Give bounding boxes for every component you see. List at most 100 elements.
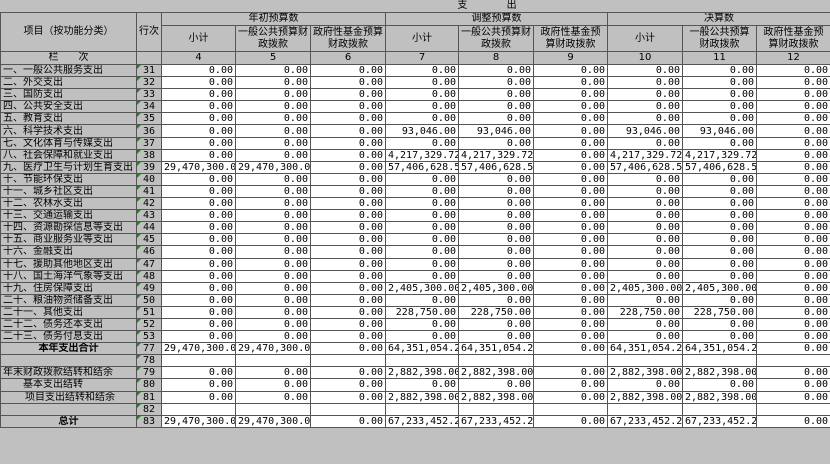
value-cell[interactable]: 0.00 <box>310 317 386 332</box>
value-cell[interactable]: 0.00 <box>533 197 608 211</box>
value-cell[interactable]: 0.00 <box>755 390 830 404</box>
value-cell[interactable]: 0.00 <box>235 172 311 186</box>
value-cell[interactable] <box>682 354 757 368</box>
value-cell[interactable] <box>458 354 534 368</box>
value-cell[interactable]: 0.00 <box>458 233 534 247</box>
value-cell[interactable]: 0.00 <box>682 63 757 78</box>
value-cell[interactable]: 0.00 <box>458 378 534 392</box>
value-cell[interactable]: 0.00 <box>682 184 757 199</box>
value-cell[interactable]: 0.00 <box>533 281 608 295</box>
value-cell[interactable]: 0.00 <box>235 112 311 126</box>
value-cell[interactable]: 0.00 <box>533 148 608 162</box>
value-cell[interactable]: 0.00 <box>607 172 683 186</box>
value-cell[interactable]: 0.00 <box>458 330 534 344</box>
value-cell[interactable]: 0.00 <box>682 269 757 283</box>
value-cell[interactable]: 4,217,329.72 <box>385 148 459 162</box>
value-cell[interactable]: 0.00 <box>533 136 608 150</box>
value-cell[interactable]: 2,882,398.00 <box>682 366 757 380</box>
value-cell[interactable]: 0.00 <box>310 305 386 319</box>
value-cell[interactable]: 93,046.00 <box>385 124 459 138</box>
value-cell[interactable] <box>235 354 311 368</box>
value-cell[interactable]: 0.00 <box>682 317 757 332</box>
value-cell[interactable]: 0.00 <box>682 209 757 223</box>
value-cell[interactable]: 29,470,300.00 <box>161 160 236 174</box>
value-cell[interactable]: 2,882,398.00 <box>385 366 459 380</box>
value-cell[interactable]: 0.00 <box>607 184 683 199</box>
value-cell[interactable]: 0.00 <box>533 257 608 271</box>
value-cell[interactable]: 0.00 <box>310 160 386 174</box>
value-cell[interactable]: 0.00 <box>755 221 830 235</box>
value-cell[interactable]: 0.00 <box>682 172 757 186</box>
value-cell[interactable]: 0.00 <box>458 172 534 186</box>
value-cell[interactable]: 4,217,329.72 <box>458 148 534 162</box>
value-cell[interactable]: 0.00 <box>682 293 757 307</box>
value-cell[interactable]: 0.00 <box>533 221 608 235</box>
value-cell[interactable]: 0.00 <box>310 112 386 126</box>
value-cell[interactable]: 0.00 <box>533 330 608 344</box>
value-cell[interactable]: 0.00 <box>310 172 386 186</box>
value-cell[interactable]: 67,233,452.23 <box>385 414 459 428</box>
value-cell[interactable]: 0.00 <box>458 209 534 223</box>
value-cell[interactable]: 0.00 <box>533 366 608 380</box>
value-cell[interactable]: 0.00 <box>533 269 608 283</box>
value-cell[interactable] <box>235 402 311 416</box>
value-cell[interactable]: 0.00 <box>607 88 683 102</box>
value-cell[interactable]: 0.00 <box>385 100 459 114</box>
value-cell[interactable]: 0.00 <box>755 293 830 307</box>
value-cell[interactable]: 0.00 <box>310 76 386 90</box>
value-cell[interactable]: 0.00 <box>385 76 459 90</box>
value-cell[interactable]: 2,405,300.00 <box>385 281 459 295</box>
value-cell[interactable]: 228,750.00 <box>385 305 459 319</box>
value-cell[interactable]: 0.00 <box>161 221 236 235</box>
value-cell[interactable] <box>682 402 757 416</box>
value-cell[interactable]: 0.00 <box>310 88 386 102</box>
value-cell[interactable] <box>161 354 236 368</box>
value-cell[interactable]: 93,046.00 <box>607 124 683 138</box>
value-cell[interactable]: 29,470,300.00 <box>235 414 311 428</box>
value-cell[interactable]: 0.00 <box>310 281 386 295</box>
value-cell[interactable]: 0.00 <box>385 88 459 102</box>
value-cell[interactable]: 0.00 <box>533 88 608 102</box>
value-cell[interactable]: 0.00 <box>310 233 386 247</box>
value-cell[interactable]: 2,882,398.00 <box>458 390 534 404</box>
value-cell[interactable]: 0.00 <box>607 269 683 283</box>
value-cell[interactable]: 0.00 <box>682 233 757 247</box>
value-cell[interactable]: 0.00 <box>235 317 311 332</box>
value-cell[interactable]: 0.00 <box>755 124 830 138</box>
value-cell[interactable]: 0.00 <box>310 257 386 271</box>
value-cell[interactable]: 228,750.00 <box>682 305 757 319</box>
value-cell[interactable]: 0.00 <box>533 317 608 332</box>
value-cell[interactable] <box>755 402 830 416</box>
value-cell[interactable]: 0.00 <box>235 76 311 90</box>
value-cell[interactable]: 0.00 <box>235 197 311 211</box>
value-cell[interactable]: 0.00 <box>385 197 459 211</box>
value-cell[interactable]: 0.00 <box>161 184 236 199</box>
value-cell[interactable]: 0.00 <box>235 209 311 223</box>
value-cell[interactable]: 0.00 <box>755 76 830 90</box>
value-cell[interactable]: 2,882,398.00 <box>385 390 459 404</box>
value-cell[interactable]: 0.00 <box>755 269 830 283</box>
value-cell[interactable]: 0.00 <box>682 378 757 392</box>
value-cell[interactable]: 0.00 <box>682 330 757 344</box>
value-cell[interactable]: 0.00 <box>682 257 757 271</box>
value-cell[interactable]: 0.00 <box>385 245 459 259</box>
value-cell[interactable]: 0.00 <box>755 100 830 114</box>
value-cell[interactable]: 0.00 <box>161 197 236 211</box>
value-cell[interactable]: 0.00 <box>385 233 459 247</box>
value-cell[interactable]: 0.00 <box>607 100 683 114</box>
value-cell[interactable]: 0.00 <box>682 88 757 102</box>
value-cell[interactable]: 64,351,054.23 <box>682 342 757 356</box>
value-cell[interactable]: 0.00 <box>161 88 236 102</box>
value-cell[interactable]: 0.00 <box>755 172 830 186</box>
value-cell[interactable]: 29,470,300.00 <box>161 414 236 428</box>
value-cell[interactable]: 2,405,300.00 <box>682 281 757 295</box>
value-cell[interactable]: 0.00 <box>385 269 459 283</box>
value-cell[interactable]: 0.00 <box>235 378 311 392</box>
value-cell[interactable]: 0.00 <box>533 112 608 126</box>
value-cell[interactable]: 0.00 <box>458 100 534 114</box>
value-cell[interactable]: 0.00 <box>533 245 608 259</box>
value-cell[interactable]: 0.00 <box>458 245 534 259</box>
value-cell[interactable]: 0.00 <box>310 221 386 235</box>
value-cell[interactable]: 0.00 <box>161 366 236 380</box>
value-cell[interactable]: 0.00 <box>533 305 608 319</box>
